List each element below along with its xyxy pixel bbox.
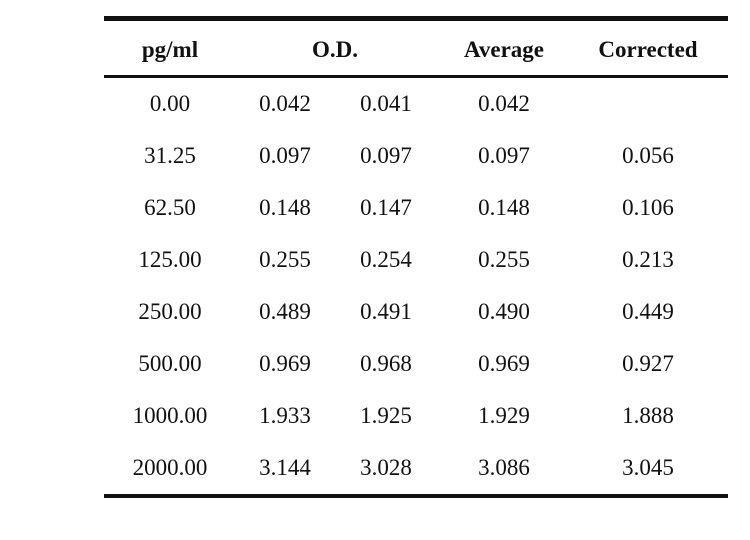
cell-od1: 0.097: [259, 143, 311, 168]
cell-corrected: 0.927: [622, 351, 674, 376]
table-bottom-rule: [104, 494, 728, 498]
table-row: 62.50 0.148 0.147 0.148 0.106: [104, 182, 728, 234]
table-header-rule: [104, 75, 728, 78]
cell-od1: 0.148: [259, 195, 311, 220]
cell-od2: 1.925: [360, 403, 412, 428]
table-row: 1000.00 1.933 1.925 1.929 1.888: [104, 390, 728, 442]
cell-corrected: 1.888: [622, 403, 674, 428]
table-body: 0.00 0.042 0.041 0.042 31.25 0.097 0.097…: [104, 78, 728, 494]
table-top-rule: [104, 16, 728, 21]
cell-concentration: 62.50: [144, 195, 196, 220]
cell-od2: 0.041: [360, 91, 412, 116]
table-row: 2000.00 3.144 3.028 3.086 3.045: [104, 442, 728, 494]
cell-average: 0.969: [478, 351, 530, 376]
cell-od1: 3.144: [259, 455, 311, 480]
standard-curve-table: pg/ml O.D. Average Corrected 0.00 0.042 …: [104, 16, 728, 498]
cell-corrected: 0.056: [622, 143, 674, 168]
cell-concentration: 125.00: [138, 247, 202, 272]
cell-corrected: 0.449: [622, 299, 674, 324]
cell-corrected: 3.045: [622, 455, 674, 480]
cell-average: 0.042: [478, 91, 530, 116]
cell-od2: 0.254: [360, 247, 412, 272]
cell-concentration: 2000.00: [132, 455, 208, 480]
header-concentration: pg/ml: [141, 37, 199, 62]
cell-corrected: 0.106: [622, 195, 674, 220]
cell-average: 0.148: [478, 195, 530, 220]
cell-concentration: 0.00: [149, 91, 191, 116]
cell-corrected: [588, 78, 708, 130]
cell-average: 3.086: [478, 455, 530, 480]
cell-od1: 0.969: [259, 351, 311, 376]
cell-od2: 0.097: [360, 143, 412, 168]
table-header-row: pg/ml O.D. Average Corrected: [104, 21, 728, 75]
cell-od1: 0.489: [259, 299, 311, 324]
cell-corrected: 0.213: [622, 247, 674, 272]
cell-od1: 1.933: [259, 403, 311, 428]
cell-average: 0.490: [478, 299, 530, 324]
cell-concentration: 500.00: [138, 351, 202, 376]
table-row: 500.00 0.969 0.968 0.969 0.927: [104, 338, 728, 390]
table-row: 125.00 0.255 0.254 0.255 0.213: [104, 234, 728, 286]
cell-average: 0.255: [478, 247, 530, 272]
cell-od2: 3.028: [360, 455, 412, 480]
header-average: Average: [463, 37, 545, 62]
table-row: 0.00 0.042 0.041 0.042: [104, 78, 728, 130]
header-corrected: Corrected: [598, 37, 698, 62]
cell-od2: 0.491: [360, 299, 412, 324]
cell-od2: 0.147: [360, 195, 412, 220]
cell-concentration: 1000.00: [132, 403, 208, 428]
cell-average: 0.097: [478, 143, 530, 168]
table-row: 250.00 0.489 0.491 0.490 0.449: [104, 286, 728, 338]
cell-concentration: 31.25: [144, 143, 196, 168]
cell-od2: 0.968: [360, 351, 412, 376]
cell-od1: 0.255: [259, 247, 311, 272]
header-od: O.D.: [312, 37, 358, 62]
table-row: 31.25 0.097 0.097 0.097 0.056: [104, 130, 728, 182]
cell-concentration: 250.00: [138, 299, 202, 324]
cell-od1: 0.042: [259, 91, 311, 116]
cell-average: 1.929: [478, 403, 530, 428]
